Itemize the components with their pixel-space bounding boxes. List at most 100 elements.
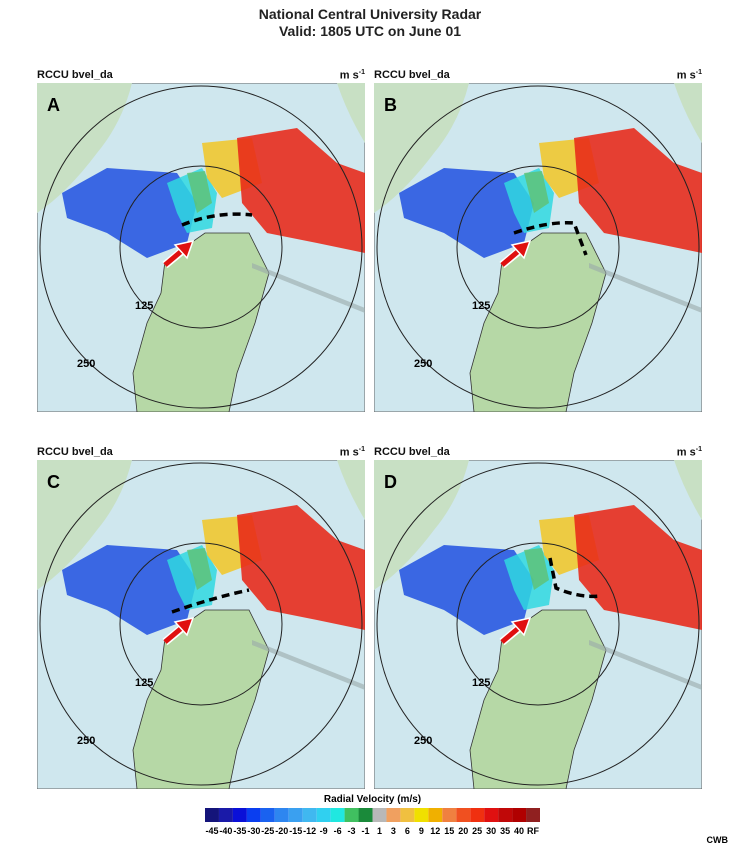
echo-blue	[399, 545, 534, 635]
units: m s	[676, 69, 696, 82]
colorbar-swatch	[274, 808, 289, 822]
colorbar-label: 40	[514, 826, 524, 836]
colorbar-swatch	[344, 808, 359, 822]
island	[132, 232, 270, 412]
range-label: 125	[135, 300, 153, 312]
range-label: 250	[414, 358, 432, 370]
echo-streak	[252, 263, 365, 313]
echo-green	[187, 548, 212, 590]
colorbar-swatch	[330, 808, 345, 822]
echo-green	[187, 171, 212, 213]
radar-map: A 125 250	[37, 83, 365, 412]
units-exponent: -1	[695, 69, 702, 76]
product-label: RCCU bvel_da	[37, 446, 113, 458]
arrow-head	[510, 616, 532, 637]
colorbar-label: 12	[430, 826, 440, 836]
colorbar-label: 25	[472, 826, 482, 836]
colorbar-swatch	[414, 808, 429, 822]
colorbar-label: 6	[405, 826, 410, 836]
panel-label: A	[47, 95, 60, 115]
mainland-right	[337, 83, 365, 143]
range-ring-125	[119, 165, 283, 329]
colorbar-swatch	[470, 808, 485, 822]
echo-red	[574, 505, 702, 630]
colorbar-swatch	[512, 808, 527, 822]
colorbar-swatch	[358, 808, 373, 822]
colorbar-label: -25	[261, 826, 274, 836]
mainland-right	[337, 460, 365, 520]
panel-header: RCCU bvel_da m s-1	[37, 444, 365, 460]
colorbar-swatch	[218, 808, 233, 822]
range-label: 250	[77, 735, 95, 747]
colorbar-label: 20	[458, 826, 468, 836]
product-label: RCCU bvel_da	[374, 69, 450, 81]
units: m s	[676, 446, 696, 459]
echo-red	[237, 128, 365, 253]
range-ring-250	[376, 462, 700, 786]
colorbar-label: -45	[205, 826, 218, 836]
echo-streak	[252, 640, 365, 690]
radar-map: B 125 250	[374, 83, 702, 412]
echo-streak	[589, 640, 702, 690]
echo-blue	[62, 168, 197, 258]
product-label: RCCU bvel_da	[37, 69, 113, 81]
colorbar-label: -9	[320, 826, 328, 836]
colorbar-label: -35	[233, 826, 246, 836]
range-ring-125	[119, 542, 283, 706]
colorbar-label: 30	[486, 826, 496, 836]
shear-line	[548, 557, 601, 599]
range-label: 125	[135, 677, 153, 689]
colorbar-swatch	[526, 808, 540, 822]
range-label: 250	[77, 358, 95, 370]
mainland-right	[674, 83, 702, 143]
range-ring-250	[39, 85, 363, 409]
units: m s	[339, 69, 359, 82]
panel-label: B	[384, 95, 397, 115]
radar-map: D 125 250	[374, 460, 702, 789]
range-label: 250	[414, 735, 432, 747]
colorbar-swatch	[302, 808, 317, 822]
panel: RCCU bvel_da m s-1 D 125 250	[374, 444, 702, 789]
island	[132, 609, 270, 789]
shear-line	[171, 588, 250, 614]
product-label: RCCU bvel_da	[374, 446, 450, 458]
colorbar-swatch	[386, 808, 401, 822]
units-label: m s-1	[340, 446, 365, 459]
units: m s	[339, 446, 359, 459]
echo-red	[574, 128, 702, 253]
colorbar-swatch	[260, 808, 275, 822]
units-label: m s-1	[677, 446, 702, 459]
credit: CWB	[706, 835, 729, 845]
panel-header: RCCU bvel_da m s-1	[37, 67, 365, 83]
colorbar-label: RF	[527, 826, 539, 836]
panel-header: RCCU bvel_da m s-1	[374, 444, 702, 460]
colorbar-label: 3	[391, 826, 396, 836]
colorbar-title: Radial Velocity (m/s)	[323, 794, 422, 805]
colorbar-label: -6	[334, 826, 342, 836]
panel: RCCU bvel_da m s-1 A 125 250	[37, 67, 365, 412]
arrow-head	[510, 239, 532, 260]
radar-map: C 125 250	[37, 460, 365, 789]
echo-blue	[62, 545, 197, 635]
colorbar-label: -15	[289, 826, 302, 836]
colorbar: -45 -40 -35 -30 -25 -20 -15 -12 -9 -6 -3 -1 1 3 6 9 12 15…	[205, 808, 540, 836]
echo-streak	[589, 263, 702, 313]
colorbar-label: -40	[219, 826, 232, 836]
range-label: 125	[472, 677, 490, 689]
colorbar-swatch	[498, 808, 513, 822]
panel: RCCU bvel_da m s-1 B 125 250	[374, 67, 702, 412]
echo-green	[524, 548, 549, 590]
arrow-head	[173, 239, 195, 260]
colorbar-swatch	[372, 808, 387, 822]
colorbar-swatch	[246, 808, 261, 822]
range-ring-125	[456, 165, 620, 329]
colorbar-label: -30	[247, 826, 260, 836]
colorbar-label: -12	[303, 826, 316, 836]
range-ring-250	[39, 462, 363, 786]
colorbar-swatch	[232, 808, 247, 822]
colorbar-swatch	[428, 808, 443, 822]
colorbar-label: -20	[275, 826, 288, 836]
colorbar-label: 1	[377, 826, 382, 836]
figure-subtitle: Valid: 1805 UTC on June 01	[278, 23, 462, 39]
colorbar-swatch	[205, 808, 219, 822]
